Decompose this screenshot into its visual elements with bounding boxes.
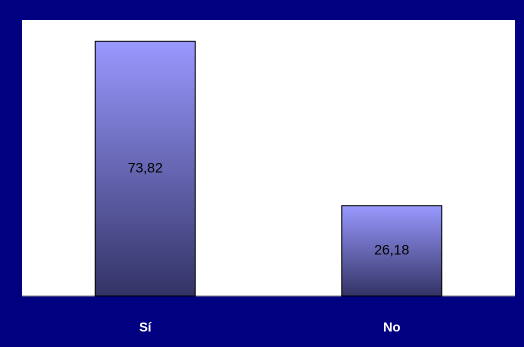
bar-0 — [94, 40, 196, 297]
bars-group — [94, 40, 443, 297]
data-label-1: 26,18 — [374, 242, 409, 258]
data-labels-group: 73,82 26,18 — [128, 159, 410, 257]
category-label-0: Sí — [139, 319, 152, 334]
data-label-0: 73,82 — [128, 159, 163, 175]
category-labels-group: Sí No — [139, 319, 400, 334]
category-label-1: No — [383, 319, 400, 334]
bar-1 — [341, 205, 443, 297]
